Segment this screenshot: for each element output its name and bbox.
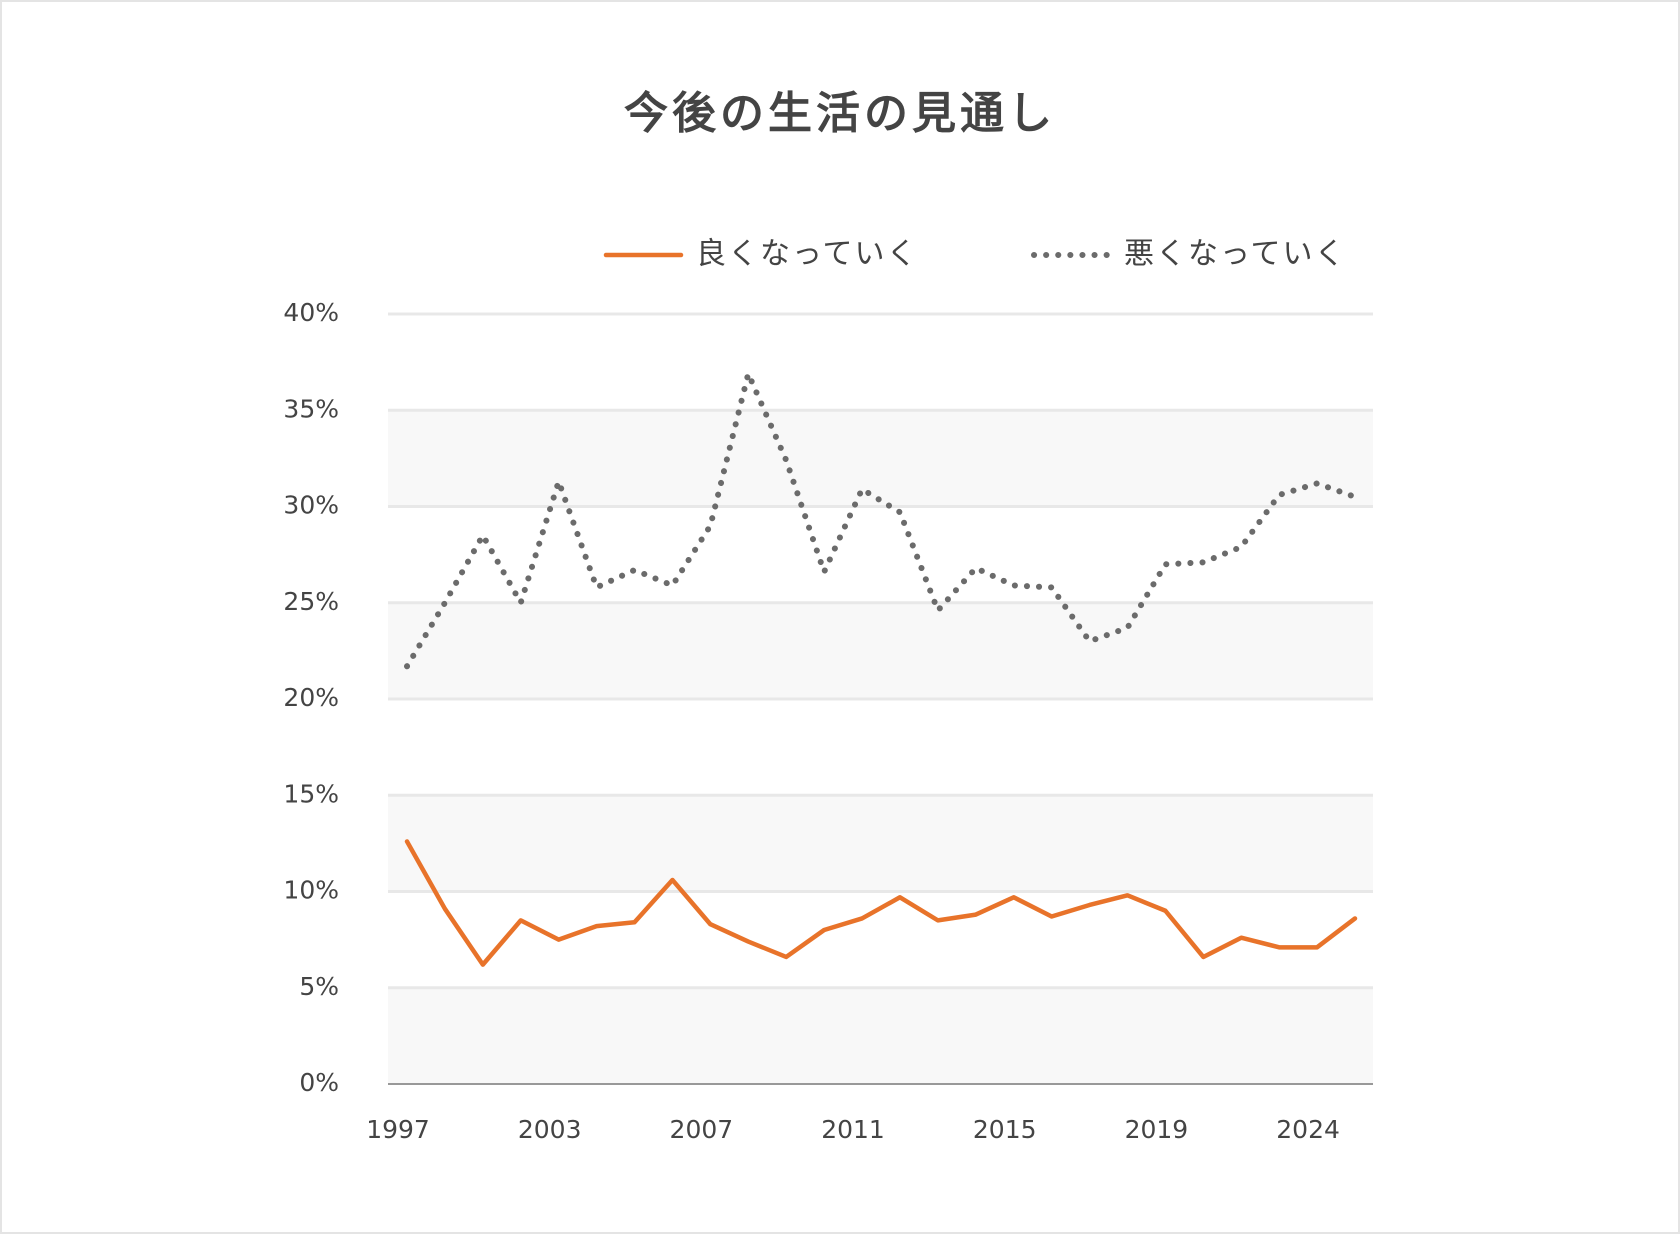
legend-label: 良くなっていく <box>696 237 919 272</box>
series-line <box>404 839 1358 967</box>
y-tick-label: 30% <box>283 491 339 520</box>
x-tick-label: 1997 <box>366 1115 430 1144</box>
y-tick-label: 25% <box>283 587 339 616</box>
chart-title: 今後の生活の見通し <box>624 88 1056 139</box>
x-tick-label: 2015 <box>973 1115 1037 1144</box>
grid-band <box>388 410 1373 507</box>
y-tick-label: 40% <box>283 298 339 327</box>
x-tick-label: 2007 <box>670 1115 734 1144</box>
x-tick-label: 2019 <box>1125 1115 1189 1144</box>
y-tick-label: 20% <box>283 683 339 712</box>
y-tick-label: 5% <box>299 972 339 1001</box>
x-tick-label: 2011 <box>821 1115 885 1144</box>
grid-band <box>388 795 1373 892</box>
y-tick-label: 15% <box>283 779 339 808</box>
x-tick-label: 2003 <box>518 1115 582 1144</box>
x-tick-label: 2024 <box>1276 1115 1340 1144</box>
grid-band <box>388 602 1373 699</box>
y-tick-label: 35% <box>283 394 339 423</box>
series-line <box>404 370 1358 670</box>
grid-band <box>388 987 1373 1084</box>
y-tick-label: 0% <box>299 1068 339 1097</box>
y-tick-label: 10% <box>283 876 339 905</box>
legend-label: 悪くなっていく <box>1124 237 1347 272</box>
